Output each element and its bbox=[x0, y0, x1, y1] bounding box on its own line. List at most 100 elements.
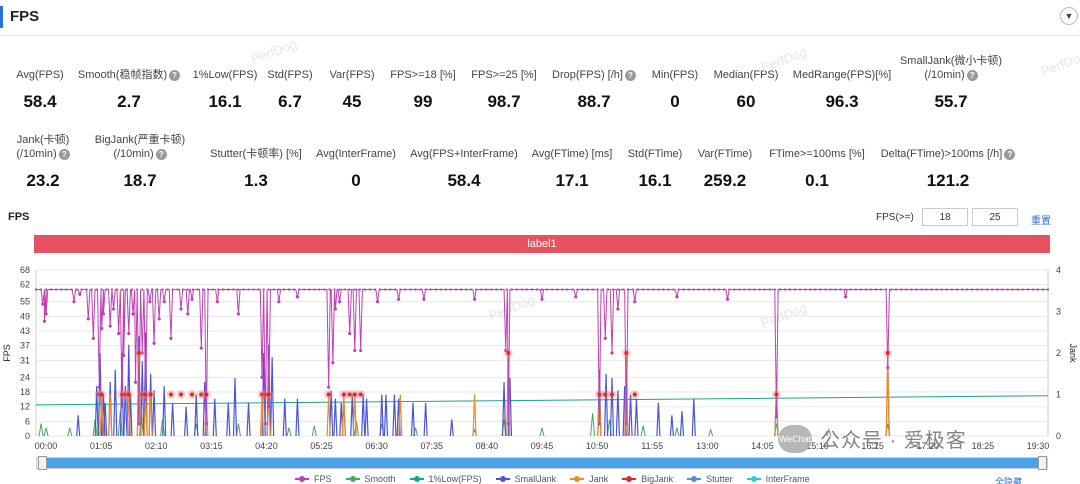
legend-item[interactable]: BigJank bbox=[622, 474, 673, 484]
legend-item[interactable]: 1%Low(FPS) bbox=[409, 474, 482, 484]
fps-point bbox=[895, 288, 898, 291]
fps-point bbox=[272, 288, 275, 291]
fps-point bbox=[343, 288, 346, 291]
metric-value: 99 bbox=[413, 92, 433, 111]
bigjank-marker bbox=[341, 392, 346, 397]
bigjank-marker bbox=[126, 392, 131, 397]
fps-point bbox=[40, 288, 43, 291]
hide-all-button[interactable]: 全隐藏 bbox=[995, 477, 1023, 484]
fps-point bbox=[677, 288, 680, 291]
fps-point bbox=[348, 288, 351, 291]
fps-point bbox=[141, 288, 144, 291]
range-end-handle[interactable] bbox=[1038, 456, 1047, 470]
help-icon[interactable]: ? bbox=[966, 70, 978, 81]
fps-point bbox=[131, 288, 134, 291]
fps-point bbox=[1001, 288, 1004, 291]
fps-point bbox=[576, 288, 579, 291]
fps-point bbox=[728, 288, 731, 291]
fps-point bbox=[505, 288, 508, 291]
legend-item[interactable]: SmallJank bbox=[495, 474, 556, 484]
fps-point bbox=[778, 288, 781, 291]
fps-point bbox=[429, 288, 432, 291]
metric-value: 58.4 bbox=[447, 171, 481, 190]
bigjank-marker bbox=[120, 392, 125, 397]
fps-dip-point bbox=[44, 312, 48, 316]
legend-item[interactable]: Stutter bbox=[687, 474, 733, 484]
fps-point bbox=[100, 288, 103, 291]
y-tick-label: 18 bbox=[20, 387, 30, 397]
help-icon[interactable]: ? bbox=[58, 149, 70, 160]
bigjank-marker bbox=[140, 392, 145, 397]
fps-point bbox=[1016, 288, 1019, 291]
x-tick-label: 09:45 bbox=[531, 441, 554, 451]
fps-point bbox=[465, 288, 468, 291]
chevron-down-icon[interactable]: ▼ bbox=[1060, 7, 1078, 25]
fps-point bbox=[945, 288, 948, 291]
x-tick-label: 11:55 bbox=[641, 441, 663, 451]
legend-label: Stutter bbox=[706, 474, 733, 484]
brand-text: 公众号 · 爱极客 bbox=[820, 430, 967, 452]
help-icon[interactable]: ? bbox=[624, 70, 636, 81]
metric-label-text: Smooth(稳帧指数) bbox=[77, 69, 168, 81]
legend-item[interactable]: FPS bbox=[295, 474, 332, 484]
fps-point bbox=[637, 288, 640, 291]
legend-item[interactable]: Smooth bbox=[345, 474, 396, 484]
fps-point bbox=[490, 288, 493, 291]
x-tick-label: 10:50 bbox=[586, 441, 609, 451]
metric-label-unit: (/10min)? bbox=[0, 147, 113, 161]
fps-point bbox=[981, 288, 984, 291]
metric-label: FPS>=25 [%] bbox=[434, 68, 574, 82]
fps-dip-point bbox=[169, 336, 173, 340]
help-icon[interactable]: ? bbox=[169, 70, 181, 81]
fps-point bbox=[449, 288, 452, 291]
smalljank-spike bbox=[170, 402, 175, 437]
fps-point bbox=[672, 288, 675, 291]
y-tick-label: 12 bbox=[20, 402, 30, 412]
fps-point bbox=[1026, 288, 1029, 291]
range-start-handle[interactable] bbox=[38, 456, 47, 470]
fps-point bbox=[581, 288, 584, 291]
label-bar[interactable]: label1 bbox=[34, 235, 1050, 253]
metric-label: Stutter(卡顿率) [%] bbox=[186, 147, 326, 161]
fps-point bbox=[338, 288, 341, 291]
x-tick-label: 04:20 bbox=[255, 441, 278, 451]
fps-point bbox=[394, 288, 397, 291]
fps-point bbox=[439, 288, 442, 291]
metric-card: 1%Low(FPS) 16.1 bbox=[155, 68, 295, 112]
fps-point bbox=[146, 288, 149, 291]
reset-button[interactable]: 重置 bbox=[1031, 216, 1051, 227]
y-tick-label: 49 bbox=[20, 311, 30, 321]
smalljank-spike bbox=[232, 377, 238, 437]
fps-dip-point bbox=[108, 324, 112, 328]
help-icon[interactable]: ? bbox=[155, 149, 167, 160]
smalljank-spike bbox=[364, 398, 369, 437]
metric-card: Avg(FPS) 58.4 bbox=[0, 68, 110, 112]
metric-label-text: Median(FPS) bbox=[713, 69, 779, 81]
metric-unit-text: (/10min) bbox=[16, 148, 57, 160]
legend-item[interactable]: Jank bbox=[570, 474, 608, 484]
y-tick-label: 62 bbox=[20, 280, 30, 290]
watermark-text: PerfDog bbox=[248, 36, 299, 67]
metric-label-text: FTime>=100ms [%] bbox=[769, 148, 865, 160]
x-tick-label: 06:30 bbox=[365, 441, 388, 451]
fps-point bbox=[70, 288, 73, 291]
fps-point bbox=[242, 288, 245, 291]
jank-spike bbox=[472, 394, 477, 437]
time-range-selection[interactable] bbox=[44, 458, 1040, 468]
smalljank-spike bbox=[162, 386, 167, 437]
fps-point bbox=[606, 288, 609, 291]
legend-item[interactable]: InterFrame bbox=[746, 474, 810, 484]
fps-point bbox=[161, 288, 164, 291]
fps-dip-point bbox=[100, 326, 104, 331]
fps-threshold-input-2[interactable] bbox=[972, 208, 1018, 226]
smooth-spike bbox=[160, 419, 165, 437]
metric-label: Var(FTime) bbox=[655, 147, 795, 161]
smooth-spike bbox=[92, 419, 98, 437]
fps-threshold-input-1[interactable] bbox=[922, 208, 968, 226]
fps-point bbox=[1041, 288, 1044, 291]
fps-point bbox=[642, 288, 645, 291]
help-icon[interactable]: ? bbox=[1004, 149, 1016, 160]
fps-dip-point bbox=[122, 353, 126, 358]
